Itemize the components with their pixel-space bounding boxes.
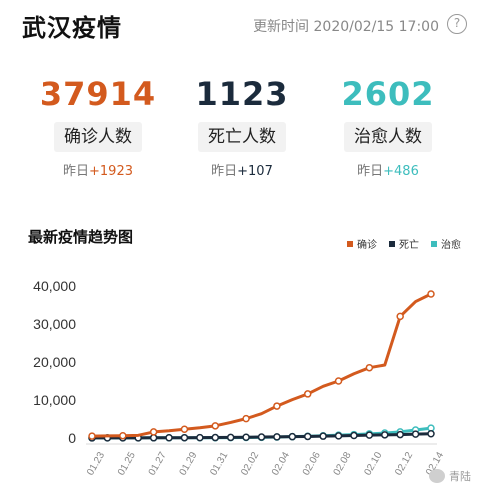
y-tick-label: 30,000 bbox=[33, 316, 76, 332]
data-point bbox=[365, 431, 374, 439]
data-point bbox=[365, 363, 374, 372]
data-point bbox=[242, 433, 250, 441]
data-point bbox=[180, 425, 189, 434]
legend-item-confirmed[interactable]: 确诊 bbox=[347, 236, 377, 251]
x-tick-label: 02.10 bbox=[362, 450, 384, 478]
legend-item-deaths[interactable]: 死亡 bbox=[389, 236, 419, 251]
data-point bbox=[242, 414, 250, 423]
confirmed-count: 37914 bbox=[39, 75, 157, 113]
data-point bbox=[149, 428, 158, 436]
help-icon[interactable]: ? bbox=[447, 14, 467, 34]
x-tick-label: 01.31 bbox=[208, 450, 230, 478]
data-point bbox=[273, 433, 281, 441]
deaths-delta-prefix: 昨日 bbox=[211, 164, 238, 179]
data-point bbox=[273, 402, 281, 410]
series-line-0 bbox=[90, 292, 433, 438]
chart-title: 最新疫情趋势图 bbox=[28, 228, 134, 246]
data-point bbox=[334, 377, 343, 385]
data-point bbox=[149, 434, 158, 442]
x-tick-label: 02.12 bbox=[393, 450, 415, 478]
data-point bbox=[165, 434, 173, 442]
data-point bbox=[257, 433, 266, 441]
deaths-count: 1123 bbox=[195, 75, 289, 113]
y-tick-label: 20,000 bbox=[33, 354, 76, 370]
data-point bbox=[303, 432, 312, 441]
data-point bbox=[396, 430, 404, 439]
deaths-delta: 昨日+107 bbox=[172, 164, 312, 180]
data-point bbox=[196, 433, 204, 442]
legend-swatch-deaths bbox=[389, 240, 395, 247]
recovered-count: 2602 bbox=[341, 75, 435, 113]
data-point bbox=[396, 312, 404, 321]
confirmed-label: 确诊人数 bbox=[54, 122, 142, 152]
y-axis: 0 10,000 20,000 30,000 40,000 bbox=[33, 278, 76, 446]
y-tick-label: 0 bbox=[68, 430, 76, 446]
y-tick-label: 10,000 bbox=[33, 392, 76, 408]
y-tick-label: 40,000 bbox=[33, 278, 76, 294]
series-layer bbox=[88, 290, 435, 442]
confirmed-delta-prefix: 昨日 bbox=[63, 164, 90, 179]
data-point bbox=[319, 432, 327, 440]
confirmed-delta-value: +1923 bbox=[89, 164, 133, 179]
recovered-delta-value: +486 bbox=[383, 164, 419, 179]
x-tick-label: 02.02 bbox=[239, 450, 261, 478]
data-point bbox=[334, 432, 343, 440]
legend-label-confirmed: 确诊 bbox=[357, 240, 377, 251]
data-point bbox=[88, 432, 96, 440]
data-point bbox=[211, 433, 220, 442]
data-point bbox=[288, 432, 297, 441]
stat-recovered: 2602 治愈人数 昨日+486 bbox=[318, 74, 458, 180]
legend-label-deaths: 死亡 bbox=[399, 240, 419, 251]
legend-label-recovered: 治愈 bbox=[441, 240, 461, 251]
update-time: 更新时间 2020/02/15 17:00 bbox=[253, 19, 439, 35]
recovered-delta-prefix: 昨日 bbox=[357, 164, 384, 179]
deaths-label: 死亡人数 bbox=[198, 122, 286, 152]
data-point bbox=[427, 429, 435, 438]
watermark: 青陆 bbox=[429, 468, 471, 484]
x-tick-label: 01.29 bbox=[178, 450, 200, 478]
x-tick-labels: 01.23 01.25 01.27 01.29 01.31 02.02 02.04 02.06… bbox=[85, 450, 446, 478]
legend-swatch-recovered bbox=[431, 240, 437, 247]
data-point bbox=[350, 431, 358, 440]
recovered-delta: 昨日+486 bbox=[318, 164, 458, 180]
stat-deaths: 1123 死亡人数 昨日+107 bbox=[172, 74, 312, 180]
x-tick-label: 02.04 bbox=[270, 450, 292, 478]
legend-item-recovered[interactable]: 治愈 bbox=[431, 236, 461, 251]
wechat-icon bbox=[429, 469, 445, 483]
data-point bbox=[303, 390, 312, 398]
data-point bbox=[427, 290, 435, 298]
page-title: 武汉疫情 bbox=[22, 14, 122, 42]
watermark-text: 青陆 bbox=[449, 470, 471, 483]
deaths-delta-value: +107 bbox=[237, 164, 273, 179]
recovered-label: 治愈人数 bbox=[344, 122, 432, 152]
data-point bbox=[211, 422, 220, 430]
chart-legend: 确诊 死亡 治愈 bbox=[347, 236, 461, 251]
header: 武汉疫情 更新时间 2020/02/15 17:00 ? bbox=[0, 0, 481, 50]
data-point bbox=[381, 431, 389, 439]
x-tick-label: 02.08 bbox=[332, 450, 354, 478]
x-tick-label: 01.23 bbox=[85, 450, 107, 478]
data-point bbox=[119, 431, 127, 440]
x-tick-label: 01.25 bbox=[116, 450, 138, 478]
x-tick-label: 01.27 bbox=[147, 450, 169, 478]
stat-confirmed: 37914 确诊人数 昨日+1923 bbox=[28, 74, 168, 180]
legend-swatch-confirmed bbox=[347, 240, 353, 247]
x-tick-label: 02.06 bbox=[301, 450, 323, 478]
data-point bbox=[180, 433, 189, 442]
data-point bbox=[226, 433, 235, 442]
stats-panel: 37914 确诊人数 昨日+1923 1123 死亡人数 昨日+107 2602… bbox=[0, 74, 481, 184]
data-point bbox=[411, 430, 420, 438]
confirmed-delta: 昨日+1923 bbox=[28, 164, 168, 180]
